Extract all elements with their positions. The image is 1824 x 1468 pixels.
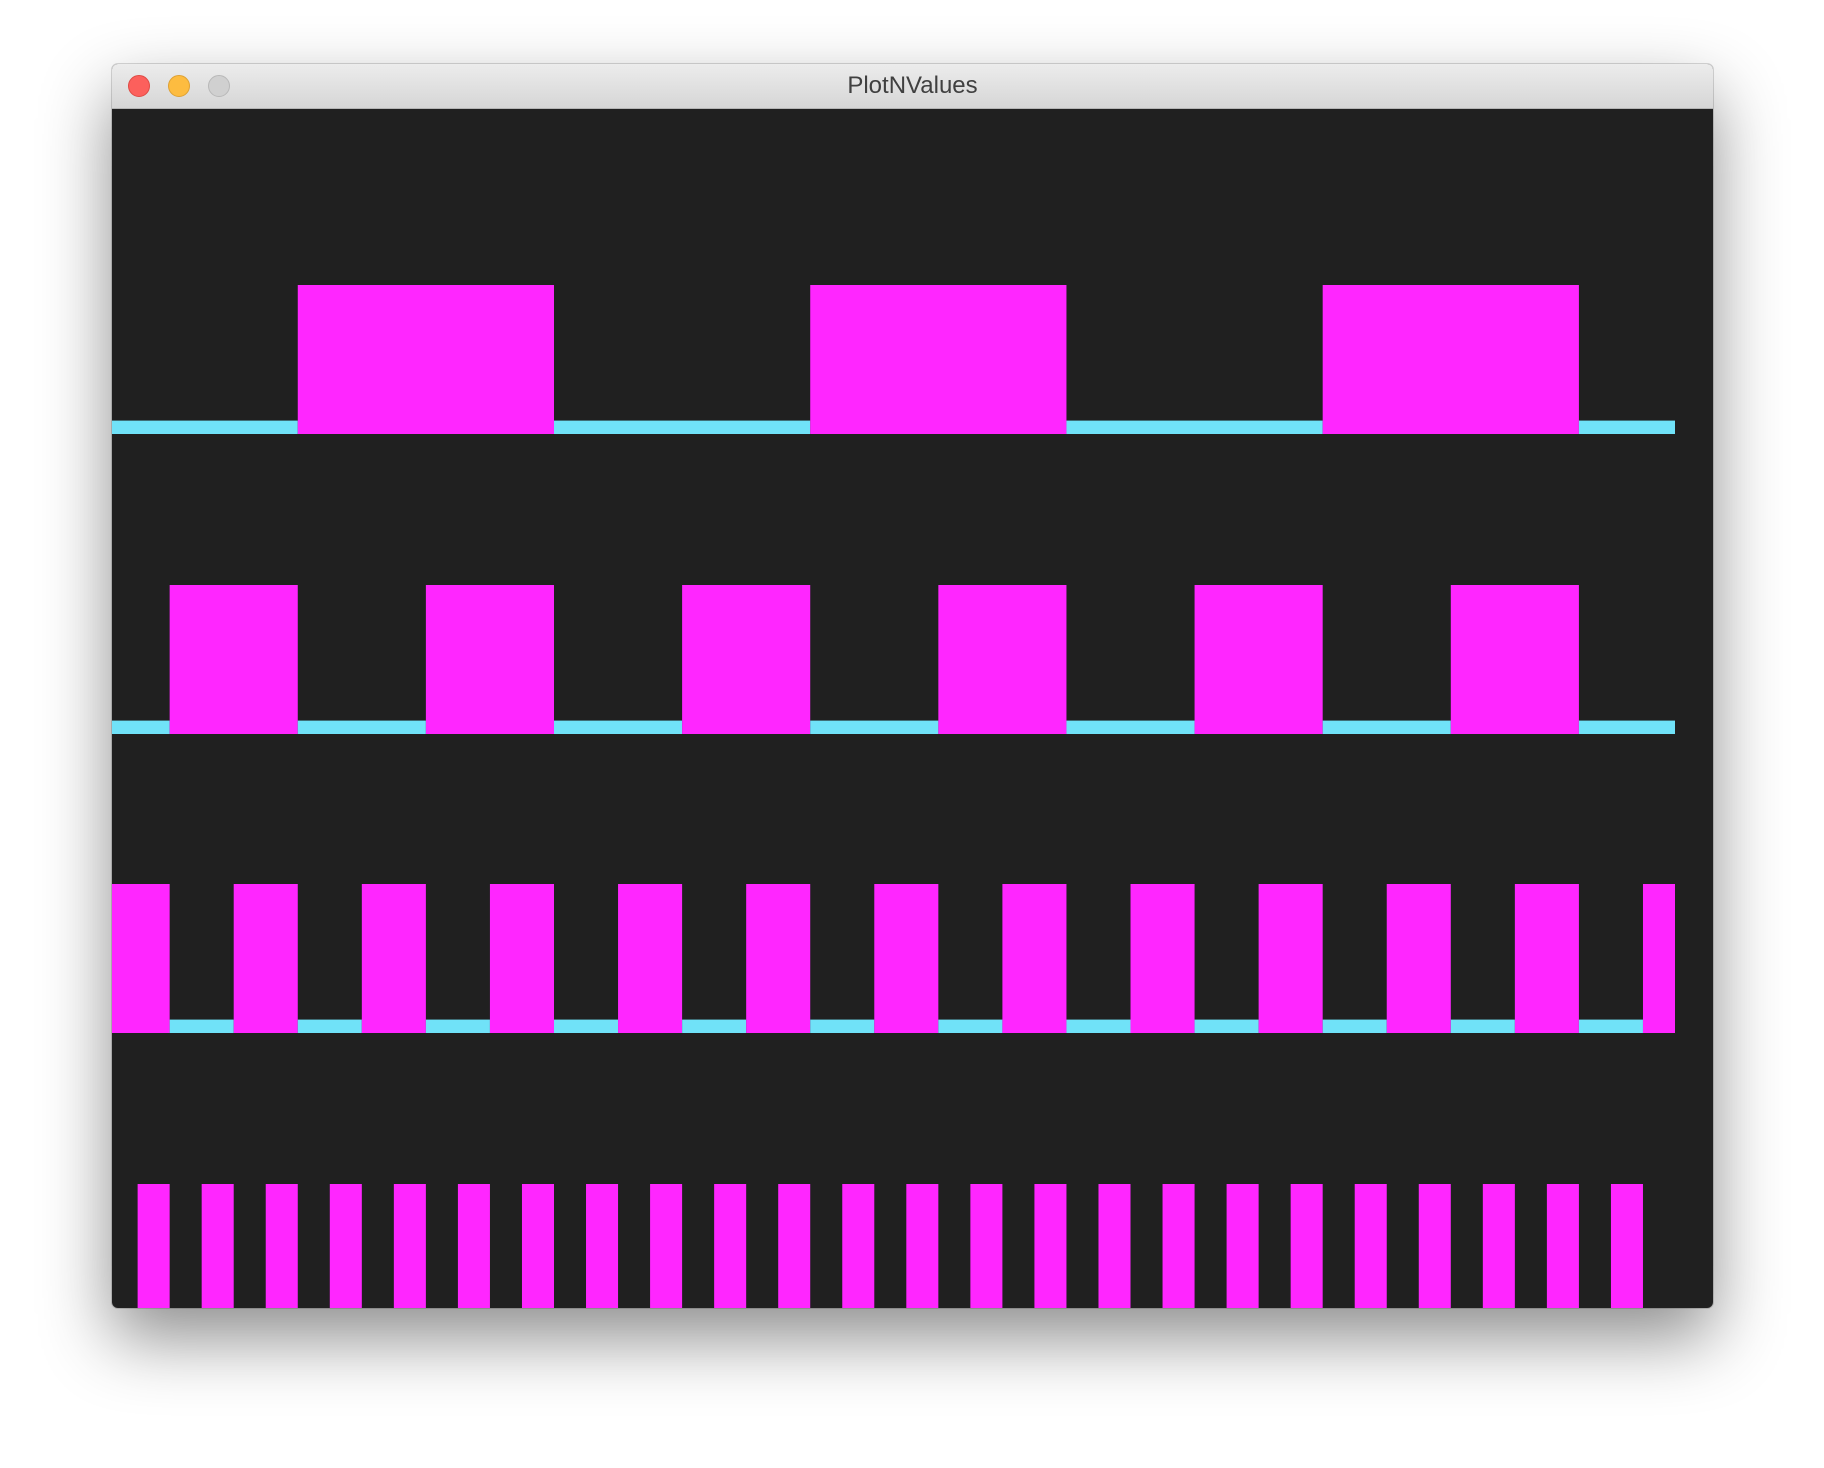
step-segment [425, 585, 554, 734]
step-segment [1290, 1184, 1323, 1308]
step-segment [1642, 884, 1675, 1033]
step-segment [682, 585, 811, 734]
step-segment [1322, 285, 1579, 434]
step-segment [1514, 884, 1579, 1033]
step-segment [1354, 1184, 1387, 1308]
step-segment [521, 1184, 554, 1308]
minimize-button[interactable] [168, 75, 190, 97]
step-segment [201, 1184, 234, 1308]
step-segment [1610, 1184, 1643, 1308]
step-segment [1066, 1019, 1131, 1033]
step-segment [1418, 1184, 1451, 1308]
step-segment [1130, 884, 1195, 1033]
step-segment [778, 1184, 811, 1308]
step-segment [1322, 1019, 1387, 1033]
step-segment [393, 1184, 426, 1308]
step-segment [137, 1184, 170, 1308]
step-segment [169, 585, 298, 734]
step-segment [112, 720, 170, 734]
step-segment [842, 1184, 875, 1308]
step-segment [265, 1184, 298, 1308]
step-segment [329, 1184, 362, 1308]
step-segment [1226, 1184, 1259, 1308]
step-segment [425, 1019, 490, 1033]
step-segment [297, 1019, 362, 1033]
app-window: PlotNValues [112, 64, 1713, 1308]
step-segment [618, 884, 683, 1033]
step-segment [810, 285, 1067, 434]
step-segment [586, 1184, 619, 1308]
step-segment [938, 585, 1067, 734]
step-segment [553, 1019, 619, 1033]
step-segment [714, 1184, 747, 1308]
step-segment [297, 285, 554, 434]
step-segment [1578, 420, 1675, 434]
step-segment [1194, 1019, 1259, 1033]
step-segment [810, 720, 939, 734]
step-segment [553, 420, 811, 434]
step-segment [112, 420, 298, 434]
step-segment [746, 884, 811, 1033]
step-segment [1098, 1184, 1131, 1308]
step-segment [361, 884, 426, 1033]
zoom-button[interactable] [208, 75, 230, 97]
step-segment [489, 884, 554, 1033]
step-segment [1034, 1184, 1067, 1308]
step-segment [1578, 720, 1675, 734]
step-segment [906, 1184, 939, 1308]
step-segment [457, 1184, 490, 1308]
step-segment [233, 884, 298, 1033]
step-segment [297, 720, 426, 734]
step-segment [970, 1184, 1003, 1308]
step-segment [1386, 884, 1451, 1033]
step-segment [938, 1019, 1003, 1033]
step-segment [1450, 1019, 1515, 1033]
step-segment [1066, 420, 1323, 434]
step-segment [650, 1184, 683, 1308]
step-segment [169, 1019, 234, 1033]
plot-canvas [112, 285, 1675, 1308]
step-segment [1482, 1184, 1515, 1308]
step-segment [112, 884, 170, 1033]
step-segment [1322, 720, 1451, 734]
step-segment [1002, 884, 1067, 1033]
step-segment [1578, 1019, 1643, 1033]
close-button[interactable] [128, 75, 150, 97]
title-bar: PlotNValues [112, 64, 1713, 109]
step-segment [1546, 1184, 1579, 1308]
step-segment [553, 720, 683, 734]
step-segment [1066, 720, 1195, 734]
step-segment [682, 1019, 747, 1033]
step-segment [1194, 585, 1323, 734]
step-segment [1258, 884, 1323, 1033]
step-segment [1450, 585, 1579, 734]
step-segment [1162, 1184, 1195, 1308]
window-title: PlotNValues [847, 72, 978, 99]
step-segment [874, 884, 939, 1033]
step-segment [810, 1019, 875, 1033]
